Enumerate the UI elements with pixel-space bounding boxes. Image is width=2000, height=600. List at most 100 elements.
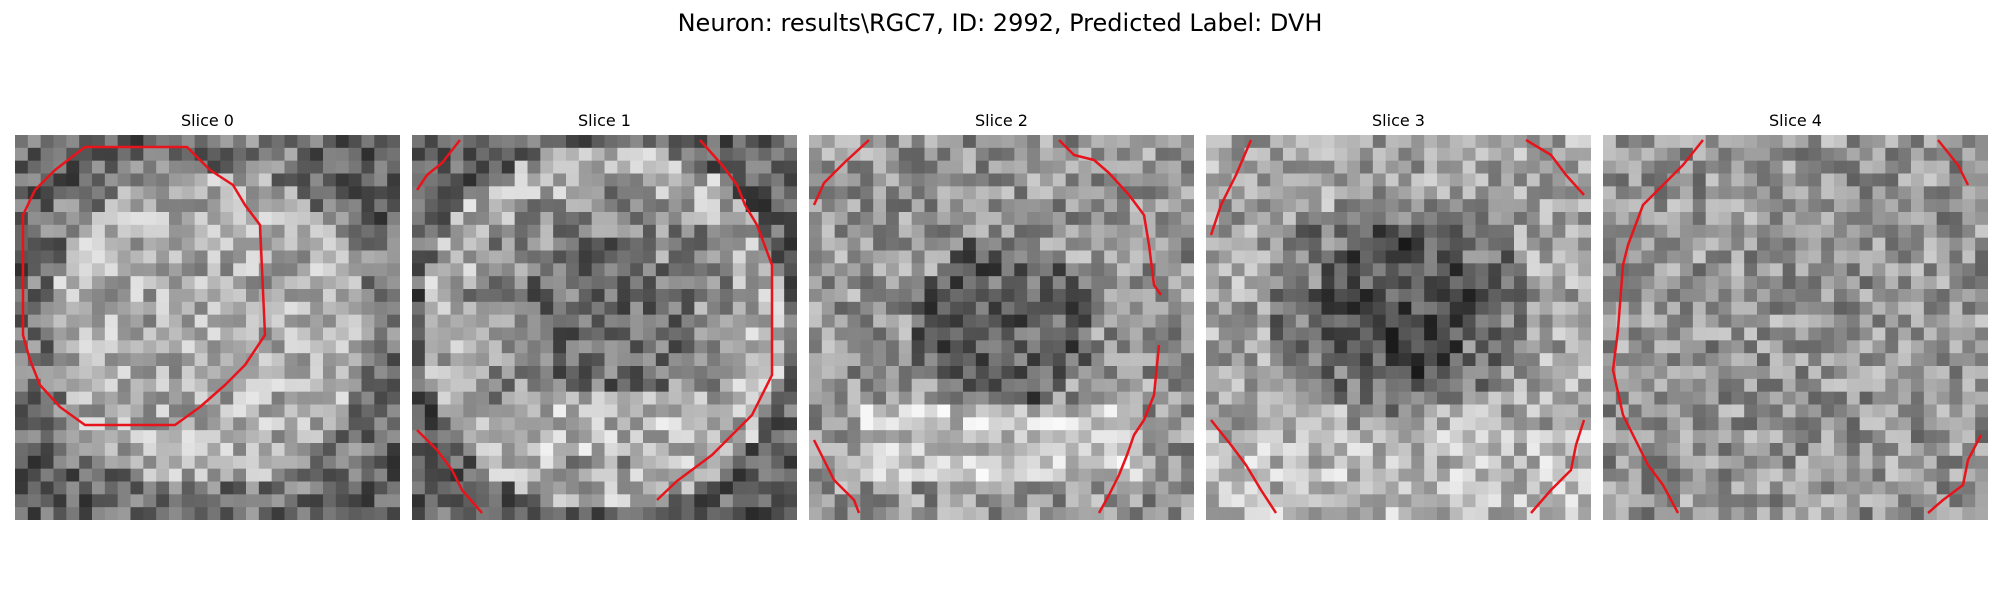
image-pixel xyxy=(514,135,529,149)
image-pixel xyxy=(387,160,400,175)
image-pixel xyxy=(1065,301,1080,316)
image-pixel xyxy=(156,366,170,380)
image-pixel xyxy=(1424,276,1438,290)
image-pixel xyxy=(771,340,785,354)
image-pixel xyxy=(348,378,363,393)
image-pixel xyxy=(604,481,618,495)
image-pixel xyxy=(1231,430,1246,444)
image-pixel xyxy=(1962,378,1976,393)
image-pixel xyxy=(617,417,631,431)
image-pixel xyxy=(27,430,42,444)
image-pixel xyxy=(553,340,567,354)
image-pixel xyxy=(271,404,286,418)
image-pixel xyxy=(1001,378,1015,393)
image-pixel xyxy=(1334,199,1348,213)
image-pixel xyxy=(1065,289,1080,303)
image-pixel xyxy=(1372,378,1387,393)
image-pixel xyxy=(809,199,823,213)
image-pixel xyxy=(1347,263,1361,277)
image-pixel xyxy=(412,494,426,508)
image-pixel xyxy=(1808,199,1822,213)
image-pixel xyxy=(1155,135,1169,149)
image-pixel xyxy=(335,237,350,252)
image-pixel xyxy=(207,340,221,354)
image-pixel xyxy=(540,353,554,367)
image-pixel xyxy=(1795,263,1809,277)
image-pixel xyxy=(1283,507,1297,520)
image-pixel xyxy=(1654,404,1668,418)
image-pixel xyxy=(181,481,196,495)
image-pixel xyxy=(1769,224,1784,239)
image-pixel xyxy=(1065,135,1080,149)
image-pixel xyxy=(27,135,42,149)
image-pixel xyxy=(1578,173,1591,187)
image-pixel xyxy=(514,276,529,290)
image-pixel xyxy=(1411,455,1425,470)
image-pixel xyxy=(540,314,554,329)
image-pixel xyxy=(1218,404,1233,418)
image-pixel xyxy=(963,507,977,520)
image-pixel xyxy=(745,455,760,470)
image-pixel xyxy=(1885,494,1899,508)
image-pixel xyxy=(1514,186,1528,200)
image-pixel xyxy=(476,340,490,354)
image-pixel xyxy=(284,173,298,187)
image-pixel xyxy=(130,276,144,290)
image-pixel xyxy=(310,263,324,277)
image-pixel xyxy=(1475,391,1489,406)
image-pixel xyxy=(1539,391,1554,406)
image-pixel xyxy=(834,404,849,418)
image-pixel xyxy=(540,404,554,418)
image-pixel xyxy=(566,289,580,303)
image-pixel xyxy=(1283,378,1297,393)
image-pixel xyxy=(220,186,234,200)
image-pixel xyxy=(1680,481,1694,495)
image-pixel xyxy=(1705,378,1720,393)
image-pixel xyxy=(501,481,516,495)
image-pixel xyxy=(1040,481,1054,495)
image-pixel xyxy=(374,417,388,431)
image-pixel xyxy=(1731,186,1745,200)
image-pixel xyxy=(1885,250,1899,264)
image-pixel xyxy=(361,378,375,393)
image-pixel xyxy=(1091,378,1105,393)
image-pixel xyxy=(258,494,273,508)
image-pixel xyxy=(694,212,708,226)
image-pixel xyxy=(1692,366,1707,380)
image-pixel xyxy=(1231,468,1246,483)
image-pixel xyxy=(886,314,900,329)
image-pixel xyxy=(117,173,132,187)
image-pixel xyxy=(540,430,554,444)
image-pixel xyxy=(501,443,516,457)
image-pixel xyxy=(1257,250,1271,264)
image-pixel xyxy=(1270,250,1284,264)
image-pixel xyxy=(1949,250,1963,264)
image-pixel xyxy=(1705,314,1720,329)
image-pixel xyxy=(1667,276,1681,290)
image-pixel xyxy=(1885,391,1899,406)
image-pixel xyxy=(1731,199,1745,213)
image-pixel xyxy=(1936,417,1951,431)
image-pixel xyxy=(1488,224,1502,239)
image-pixel xyxy=(1936,378,1951,393)
image-pixel xyxy=(424,417,439,431)
image-pixel xyxy=(489,327,503,341)
image-pixel xyxy=(1885,468,1899,483)
image-pixel xyxy=(1488,417,1502,431)
image-pixel xyxy=(553,263,567,277)
image-pixel xyxy=(643,173,657,187)
image-pixel xyxy=(963,378,977,393)
image-pixel xyxy=(566,378,580,393)
image-pixel xyxy=(1321,199,1335,213)
image-pixel xyxy=(1565,263,1579,277)
image-pixel xyxy=(1104,212,1118,226)
image-pixel xyxy=(169,135,183,149)
image-pixel xyxy=(450,327,464,341)
image-pixel xyxy=(1475,237,1489,252)
image-pixel xyxy=(1475,327,1489,341)
image-pixel xyxy=(630,314,644,329)
image-pixel xyxy=(489,455,503,470)
image-pixel xyxy=(1052,289,1067,303)
image-pixel xyxy=(1834,430,1848,444)
image-pixel xyxy=(79,212,93,226)
